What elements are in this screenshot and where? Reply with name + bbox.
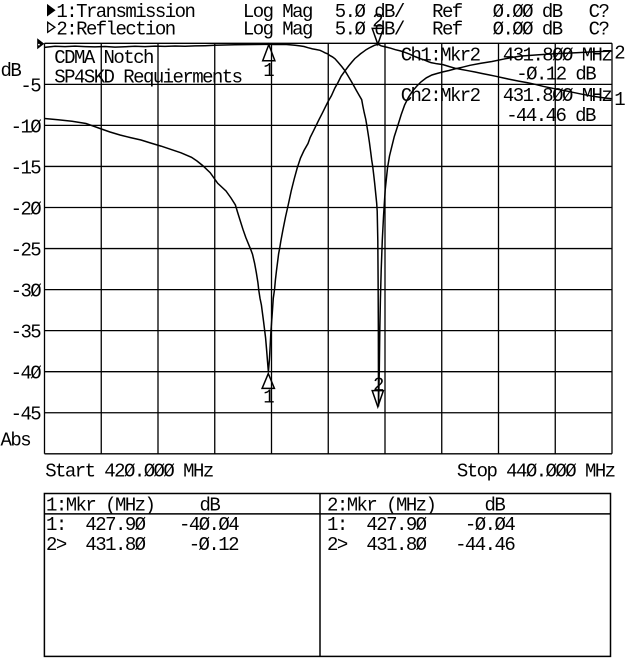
svg-text:Start 42Ø.ØØØ MHz: Start 42Ø.ØØØ MHz: [45, 460, 213, 482]
svg-text:-4Ø: -4Ø: [11, 363, 42, 385]
svg-text:431.8ØØ MHz: 431.8ØØ MHz: [503, 85, 612, 107]
svg-text:Ref: Ref: [432, 1, 463, 23]
svg-text:-25: -25: [11, 239, 42, 261]
svg-text:-Ø.12: -Ø.12: [189, 534, 239, 556]
svg-text:-3Ø: -3Ø: [11, 281, 42, 303]
svg-text:-1Ø: -1Ø: [11, 116, 42, 138]
svg-text:1: 427.9Ø -Ø.Ø4: 1: 427.9Ø -Ø.Ø4: [327, 514, 515, 536]
svg-text:5.Ø dB/: 5.Ø dB/: [335, 1, 405, 23]
svg-text:dB: dB: [485, 495, 506, 517]
svg-text:2: 2: [372, 10, 383, 32]
svg-text:C?: C?: [589, 18, 609, 40]
svg-text:Log Mag: Log Mag: [243, 1, 312, 23]
svg-text:dB: dB: [1, 60, 22, 82]
svg-text:2> 431.8Ø: 2> 431.8Ø: [46, 534, 146, 556]
svg-text:Stop 44Ø.ØØØ MHz: Stop 44Ø.ØØØ MHz: [457, 460, 615, 482]
svg-text:Ø.ØØ dB: Ø.ØØ dB: [493, 18, 563, 40]
svg-text:1: 1: [263, 60, 274, 82]
svg-text:-2Ø: -2Ø: [11, 198, 42, 220]
svg-text:1:Transmission: 1:Transmission: [56, 1, 194, 23]
svg-text:1: 1: [263, 387, 274, 409]
svg-text:-5: -5: [20, 75, 41, 97]
svg-text:SP4SKD Requierments: SP4SKD Requierments: [54, 67, 241, 89]
svg-text:-15: -15: [11, 157, 42, 179]
svg-text:2: 2: [614, 43, 625, 65]
svg-text:2:Reflection: 2:Reflection: [56, 18, 174, 40]
svg-text:-35: -35: [11, 322, 42, 344]
svg-text:Log Mag: Log Mag: [243, 18, 312, 40]
svg-text:-4Ø.Ø4: -4Ø.Ø4: [179, 514, 239, 536]
svg-text:1:Mkr (MHz): 1:Mkr (MHz): [46, 495, 154, 517]
svg-text:-45: -45: [11, 404, 42, 426]
svg-text:2: 2: [373, 374, 384, 396]
svg-text:CDMA Notch: CDMA Notch: [54, 47, 153, 69]
svg-text:-Ø.12 dB: -Ø.12 dB: [516, 63, 596, 85]
svg-text:5.Ø dB/: 5.Ø dB/: [335, 18, 405, 40]
svg-text:Abs: Abs: [1, 430, 31, 452]
svg-text:C?: C?: [589, 1, 609, 23]
svg-text:431.8ØØ MHz: 431.8ØØ MHz: [503, 45, 612, 67]
svg-text:Ø.ØØ dB: Ø.ØØ dB: [493, 1, 563, 23]
svg-text:1: 1: [614, 89, 625, 111]
svg-text:Ref: Ref: [432, 18, 463, 40]
svg-text:Ch2:Mkr2: Ch2:Mkr2: [401, 85, 481, 107]
svg-text:Ch1:Mkr2: Ch1:Mkr2: [401, 45, 481, 67]
svg-text:2> 431.8Ø -44.46: 2> 431.8Ø -44.46: [327, 534, 515, 556]
svg-text:-44.46 dB: -44.46 dB: [506, 105, 596, 127]
svg-text:dB: dB: [200, 495, 221, 517]
svg-text:1: 427.9Ø: 1: 427.9Ø: [46, 514, 146, 536]
svg-text:2:Mkr (MHz): 2:Mkr (MHz): [327, 495, 435, 517]
